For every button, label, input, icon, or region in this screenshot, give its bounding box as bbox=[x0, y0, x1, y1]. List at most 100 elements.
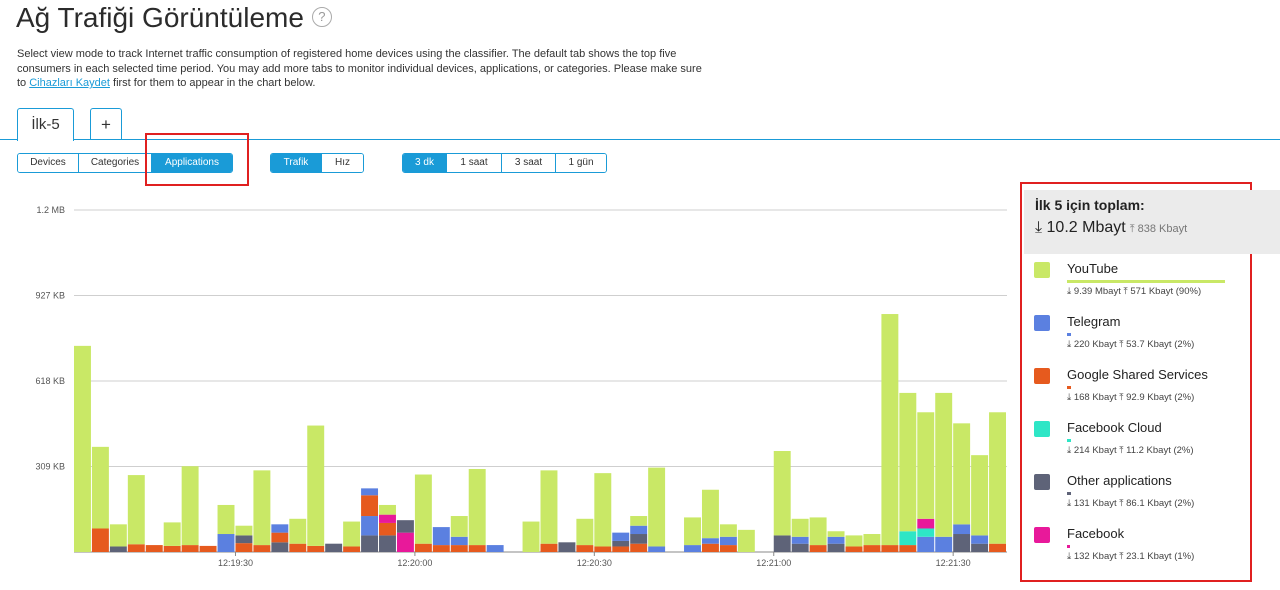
legend-swatch bbox=[1034, 262, 1050, 278]
bar-segment bbox=[881, 545, 899, 552]
bar-segment bbox=[289, 518, 307, 544]
register-devices-link[interactable]: Cihazları Kaydet bbox=[29, 77, 110, 89]
legend-item[interactable]: Facebook Cloud ⤓ 214 Kbayt ⤒ 11.2 Kbayt (… bbox=[1034, 420, 1254, 471]
bar-segment bbox=[612, 532, 630, 541]
bar-segment bbox=[576, 518, 594, 546]
bar-segment bbox=[630, 525, 648, 535]
legend-swatch bbox=[1034, 368, 1050, 384]
legend-share-bar bbox=[1067, 386, 1071, 389]
bar-segment bbox=[181, 545, 199, 552]
bar-segment bbox=[701, 543, 719, 552]
bar-segment bbox=[558, 542, 576, 552]
download-icon: ⤓ bbox=[1035, 219, 1043, 236]
bar-segment bbox=[145, 545, 163, 552]
bar-segment bbox=[719, 536, 737, 546]
bar-segment bbox=[271, 532, 289, 543]
bar-segment bbox=[199, 545, 217, 552]
bar-segment bbox=[971, 455, 989, 536]
y-tick-label: 309 KB bbox=[35, 462, 65, 472]
page-title: Ağ Trafiği Görüntüleme? bbox=[16, 2, 332, 34]
y-tick-label: 1.2 MB bbox=[36, 205, 65, 215]
bar-segment bbox=[540, 543, 558, 552]
bar-segment bbox=[845, 535, 863, 547]
bar-segment bbox=[91, 528, 109, 552]
legend-item[interactable]: Telegram ⤓ 220 Kbayt ⤒ 53.7 Kbayt (2%) bbox=[1034, 314, 1254, 365]
upload-icon: ⤒ bbox=[1119, 498, 1124, 509]
legend-item[interactable]: Google Shared Services ⤓ 168 Kbayt ⤒ 92.9… bbox=[1034, 367, 1254, 418]
bar-segment bbox=[899, 392, 917, 532]
traffic-chart: 309 KB 618 KB 927 KB 1.2 MB 12:19:30 12:20:00… bbox=[35, 205, 1007, 568]
legend-swatch bbox=[1034, 421, 1050, 437]
bar-segment bbox=[989, 412, 1006, 544]
legend-share-bar bbox=[1067, 492, 1071, 495]
download-icon: ⤓ bbox=[1067, 551, 1072, 562]
bar-segment bbox=[953, 524, 971, 535]
bar-segment bbox=[271, 542, 289, 552]
bar-segment bbox=[486, 545, 504, 552]
bar-segment bbox=[379, 514, 396, 523]
period-1d-button[interactable]: 1 gün bbox=[555, 154, 606, 172]
bar-segment bbox=[271, 524, 289, 533]
description-text-2: first for them to appear in the chart be… bbox=[109, 77, 316, 89]
legend-swatch bbox=[1034, 527, 1050, 543]
bar-segment bbox=[576, 545, 594, 552]
bar-segment bbox=[127, 475, 145, 545]
bar-segment bbox=[594, 546, 612, 552]
metric-traffic-button[interactable]: Trafik bbox=[271, 154, 321, 172]
view-applications-button[interactable]: Applications bbox=[151, 154, 232, 172]
bar-segment bbox=[917, 536, 935, 552]
view-categories-button[interactable]: Categories bbox=[78, 154, 151, 172]
period-1h-button[interactable]: 1 saat bbox=[446, 154, 501, 172]
legend-item[interactable]: YouTube ⤓ 9.39 Mbayt ⤒ 571 Kbayt (90%) bbox=[1034, 261, 1254, 312]
bar-segment bbox=[379, 522, 396, 536]
download-icon: ⤓ bbox=[1067, 498, 1072, 509]
view-mode-selector: Devices Categories Applications bbox=[17, 153, 233, 173]
bar-segment bbox=[773, 535, 791, 552]
page-title-text: Ağ Trafiği Görüntüleme bbox=[16, 2, 304, 33]
legend-swatch bbox=[1034, 474, 1050, 490]
legend-stats: ⤓ 132 Kbayt ⤒ 23.1 Kbayt (1%) bbox=[1067, 551, 1195, 562]
bar-segment bbox=[163, 545, 181, 552]
bar-segment bbox=[414, 474, 432, 544]
page-description: Select view mode to track Internet traff… bbox=[17, 47, 707, 91]
period-3h-button[interactable]: 3 saat bbox=[501, 154, 555, 172]
metric-selector: Trafik Hız bbox=[270, 153, 364, 173]
bar-segment bbox=[773, 451, 791, 536]
bar-segment bbox=[953, 423, 971, 525]
download-icon: ⤓ bbox=[1067, 286, 1072, 297]
bar-segment bbox=[235, 543, 253, 552]
help-icon[interactable]: ? bbox=[311, 6, 332, 27]
bar-segment bbox=[540, 470, 558, 544]
add-tab-button[interactable]: + bbox=[90, 108, 122, 140]
view-devices-button[interactable]: Devices bbox=[18, 154, 78, 172]
bar-segment bbox=[719, 545, 737, 552]
bar-segment bbox=[343, 546, 361, 552]
bar-segment bbox=[648, 467, 666, 547]
summary-header: İlk 5 için toplam: ⤓ 10.2 Mbayt ⤒ 838 Kba… bbox=[1024, 190, 1280, 254]
bar-segment bbox=[361, 488, 379, 496]
upload-icon: ⤒ bbox=[1119, 339, 1124, 350]
metric-speed-button[interactable]: Hız bbox=[321, 154, 363, 172]
legend-item[interactable]: Facebook ⤓ 132 Kbayt ⤒ 23.1 Kbayt (1%) bbox=[1034, 526, 1254, 577]
tab-top5[interactable]: İlk-5 bbox=[17, 108, 74, 141]
period-3min-button[interactable]: 3 dk bbox=[403, 154, 446, 172]
legend-stats: ⤓ 214 Kbayt ⤒ 11.2 Kbayt (2%) bbox=[1067, 445, 1194, 456]
bar-segment bbox=[971, 535, 989, 544]
bar-segment bbox=[953, 534, 971, 552]
bar-segment bbox=[791, 543, 809, 552]
bar-segment bbox=[989, 543, 1006, 552]
upload-icon: ⤒ bbox=[1119, 551, 1124, 562]
y-tick-label: 927 KB bbox=[35, 291, 65, 301]
x-tick-label: 12:21:30 bbox=[936, 558, 971, 568]
legend-share-bar bbox=[1067, 280, 1225, 283]
legend-item[interactable]: Other applications ⤓ 131 Kbayt ⤒ 86.1 Kba… bbox=[1034, 473, 1254, 524]
bar-segment bbox=[791, 536, 809, 544]
bar-segment bbox=[450, 516, 468, 537]
bar-segment bbox=[809, 545, 827, 552]
bar-segment bbox=[827, 536, 845, 544]
bar-segment bbox=[289, 543, 307, 552]
upload-icon: ⤒ bbox=[1123, 286, 1128, 297]
bar-segment bbox=[235, 535, 253, 544]
bar-segment bbox=[917, 412, 935, 519]
download-icon: ⤓ bbox=[1067, 445, 1072, 456]
